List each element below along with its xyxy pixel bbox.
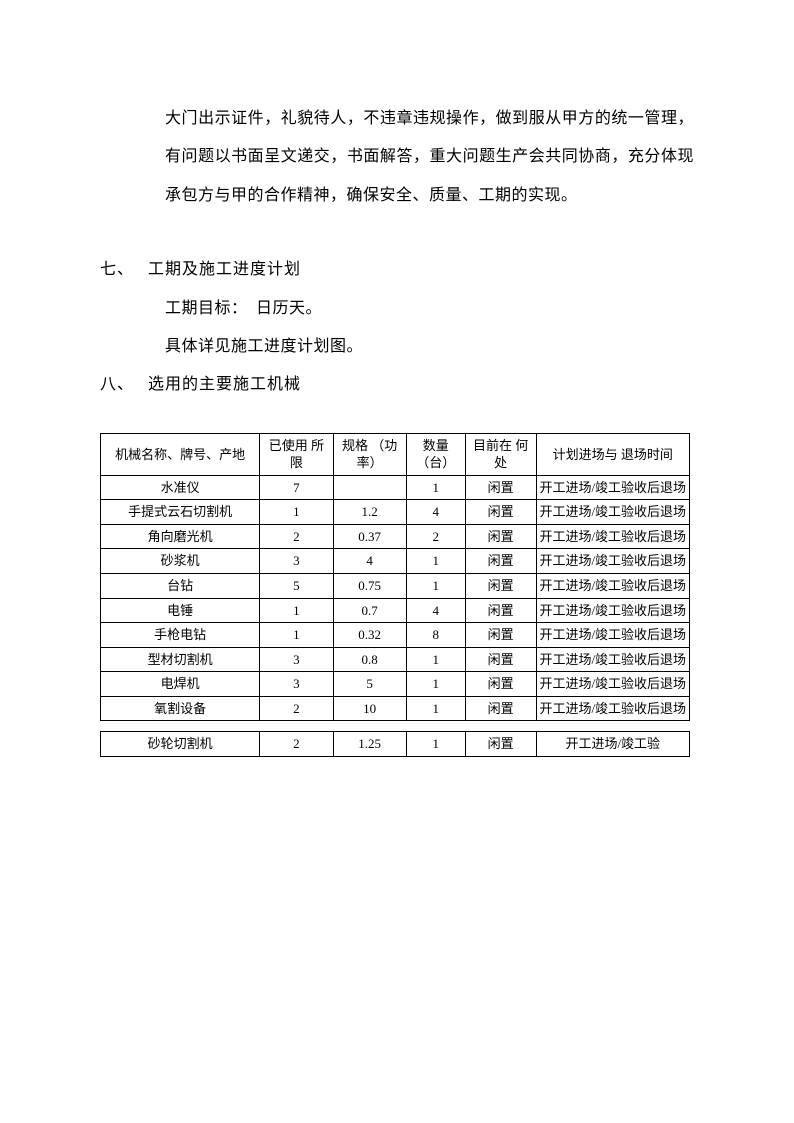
table-cell: 1 xyxy=(260,598,333,623)
table-cell: 10 xyxy=(333,696,406,721)
table-cell: 型材切割机 xyxy=(101,647,260,672)
table-cell: 闲置 xyxy=(465,549,536,574)
table-cell: 5 xyxy=(333,672,406,697)
table-cell: 5 xyxy=(260,574,333,599)
table-cell: 0.8 xyxy=(333,647,406,672)
section-7-heading: 七、工期及施工进度计划 xyxy=(100,251,694,289)
table-cell: 1 xyxy=(406,574,465,599)
table-row: 手枪电钻10.328闲置开工进场/竣工验收后退场 xyxy=(101,623,690,648)
section-8-num: 八、 xyxy=(100,366,148,404)
table-cell: 闲置 xyxy=(465,672,536,697)
table-cell: 闲置 xyxy=(465,647,536,672)
table-row: 电锤10.74闲置开工进场/竣工验收后退场 xyxy=(101,598,690,623)
table-cell xyxy=(333,475,406,500)
table-cell: 闲置 xyxy=(465,500,536,525)
table-cell: 闲置 xyxy=(465,623,536,648)
table-row: 砂浆机341闲置开工进场/竣工验收后退场 xyxy=(101,549,690,574)
table-cell: 开工进场/竣工验收后退场 xyxy=(536,574,689,599)
table-cell: 闲置 xyxy=(465,732,536,757)
table-cell: 4 xyxy=(333,549,406,574)
section-7-title: 工期及施工进度计划 xyxy=(148,261,301,278)
table-row: 氧割设备2101闲置开工进场/竣工验收后退场 xyxy=(101,696,690,721)
table-cell: 0.37 xyxy=(333,524,406,549)
table-cell: 手提式云石切割机 xyxy=(101,500,260,525)
table-row: 台钻50.751闲置开工进场/竣工验收后退场 xyxy=(101,574,690,599)
table-cell: 2 xyxy=(260,732,333,757)
table-cell: 闲置 xyxy=(465,598,536,623)
table-cell: 开工进场/竣工验收后退场 xyxy=(536,647,689,672)
table-cell: 2 xyxy=(260,696,333,721)
table-row: 电焊机351闲置开工进场/竣工验收后退场 xyxy=(101,672,690,697)
col-header-name: 机械名称、牌号、产地 xyxy=(101,433,260,475)
table-cell: 开工进场/竣工验收后退场 xyxy=(536,672,689,697)
table-cell: 1.2 xyxy=(333,500,406,525)
table-cell: 闲置 xyxy=(465,475,536,500)
table-cell: 台钻 xyxy=(101,574,260,599)
table-cell: 砂轮切割机 xyxy=(101,732,260,757)
table-cell: 水准仪 xyxy=(101,475,260,500)
table-cell: 开工进场/竣工验收后退场 xyxy=(536,696,689,721)
section-7-line2: 具体详见施工进度计划图。 xyxy=(165,328,694,366)
table-cell: 1 xyxy=(406,549,465,574)
table-cell: 2 xyxy=(260,524,333,549)
table-cell: 砂浆机 xyxy=(101,549,260,574)
table-cell: 开工进场/竣工验 xyxy=(536,732,689,757)
table-cell: 手枪电钻 xyxy=(101,623,260,648)
table-cell: 2 xyxy=(406,524,465,549)
col-header-plan: 计划进场与 退场时间 xyxy=(536,433,689,475)
table-cell: 电锤 xyxy=(101,598,260,623)
table-cell: 开工进场/竣工验收后退场 xyxy=(536,524,689,549)
table-cell: 1 xyxy=(406,732,465,757)
intro-paragraph: 大门出示证件，礼貌待人，不违章违规操作，做到服从甲方的统一管理，有问题以书面呈文… xyxy=(165,100,694,215)
table-cell: 开工进场/竣工验收后退场 xyxy=(536,598,689,623)
table-cell: 闲置 xyxy=(465,524,536,549)
table-cell: 1 xyxy=(406,696,465,721)
table-cell: 3 xyxy=(260,549,333,574)
table-cell: 7 xyxy=(260,475,333,500)
table-cell: 0.7 xyxy=(333,598,406,623)
table-cell: 1 xyxy=(260,500,333,525)
table-row: 手提式云石切割机11.24闲置开工进场/竣工验收后退场 xyxy=(101,500,690,525)
table-cell: 1 xyxy=(406,672,465,697)
table-cell: 0.75 xyxy=(333,574,406,599)
table-cell: 氧割设备 xyxy=(101,696,260,721)
table-row: 角向磨光机20.372闲置开工进场/竣工验收后退场 xyxy=(101,524,690,549)
table-cell: 1.25 xyxy=(333,732,406,757)
table-cell: 1 xyxy=(406,647,465,672)
section-7-num: 七、 xyxy=(100,251,148,289)
table-cell: 闲置 xyxy=(465,574,536,599)
table-cell: 8 xyxy=(406,623,465,648)
table-cell: 电焊机 xyxy=(101,672,260,697)
table-cell: 开工进场/竣工验收后退场 xyxy=(536,475,689,500)
table-header-row: 机械名称、牌号、产地 已使用 所限 规格 （功率） 数量 （台） 目前在 何处 … xyxy=(101,433,690,475)
table-row: 水准仪7 1闲置开工进场/竣工验收后退场 xyxy=(101,475,690,500)
table-cell: 开工进场/竣工验收后退场 xyxy=(536,549,689,574)
table-cell: 4 xyxy=(406,598,465,623)
table-cell: 闲置 xyxy=(465,696,536,721)
col-header-qty: 数量 （台） xyxy=(406,433,465,475)
table-row: 砂轮切割机21.251闲置开工进场/竣工验 xyxy=(101,732,690,757)
table-cell: 1 xyxy=(406,475,465,500)
table-cell: 0.32 xyxy=(333,623,406,648)
section-8-title: 选用的主要施工机械 xyxy=(148,376,301,393)
table-cell: 3 xyxy=(260,647,333,672)
table-cell: 1 xyxy=(260,623,333,648)
machinery-table-2: 砂轮切割机21.251闲置开工进场/竣工验 xyxy=(100,731,690,757)
table-cell: 开工进场/竣工验收后退场 xyxy=(536,623,689,648)
col-header-loc: 目前在 何处 xyxy=(465,433,536,475)
table-cell: 开工进场/竣工验收后退场 xyxy=(536,500,689,525)
col-header-spec: 规格 （功率） xyxy=(333,433,406,475)
machinery-table: 机械名称、牌号、产地 已使用 所限 规格 （功率） 数量 （台） 目前在 何处 … xyxy=(100,433,690,722)
table-row: 型材切割机30.81闲置开工进场/竣工验收后退场 xyxy=(101,647,690,672)
col-header-usage: 已使用 所限 xyxy=(260,433,333,475)
table-cell: 4 xyxy=(406,500,465,525)
section-7-line1: 工期目标： 日历天。 xyxy=(165,290,694,328)
section-8-heading: 八、选用的主要施工机械 xyxy=(100,366,694,404)
table-cell: 3 xyxy=(260,672,333,697)
table-cell: 角向磨光机 xyxy=(101,524,260,549)
